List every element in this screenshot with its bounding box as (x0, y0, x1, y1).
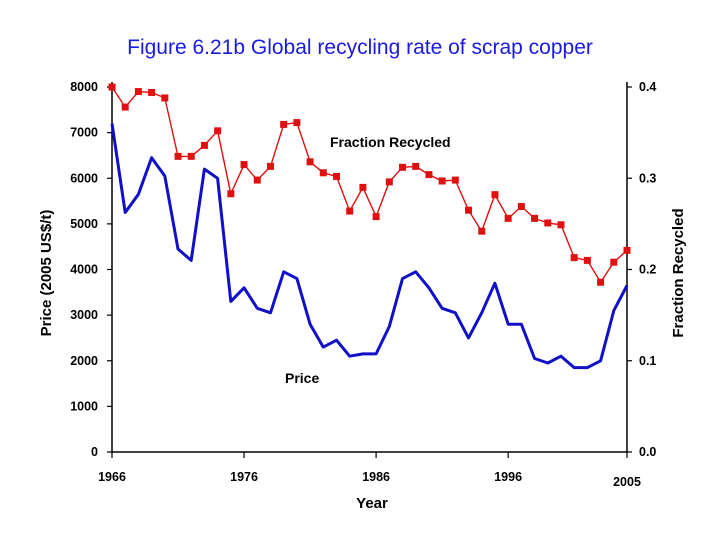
x-tick-label: 1986 (362, 470, 390, 484)
data-point (610, 258, 618, 266)
data-point (623, 246, 631, 254)
y-left-tick-label: 0 (91, 445, 98, 459)
x-axis-title: Year (356, 495, 388, 512)
data-point (134, 88, 142, 96)
data-point (544, 219, 552, 227)
data-point (108, 83, 116, 91)
data-point (557, 221, 565, 229)
y-left-tick-label: 8000 (70, 80, 98, 94)
labels: Year Price (2005 US$/t) Fraction Recycled F… (38, 134, 687, 512)
data-point (148, 88, 156, 96)
data-point (451, 176, 459, 184)
data-point (346, 207, 354, 215)
data-point (438, 177, 446, 185)
data-point (293, 119, 301, 127)
data-point (465, 206, 473, 214)
y-right-tick-label: 0.0 (639, 445, 656, 459)
data-point (319, 169, 327, 177)
data-point (399, 163, 407, 171)
y-right-tick-label: 0.2 (639, 263, 656, 277)
x-tick-label: 1976 (230, 470, 258, 484)
x-tick-label: 1966 (98, 470, 126, 484)
y-left-tick-label: 7000 (70, 126, 98, 140)
data-point (517, 203, 525, 211)
data-point (491, 191, 499, 199)
series-markers (108, 83, 631, 286)
data-point (240, 161, 248, 169)
price-label: Price (285, 370, 319, 386)
chart-title: Figure 6.21b Global recycling rate of sc… (127, 36, 593, 59)
y-right-tick-label: 0.4 (639, 80, 656, 94)
data-point (253, 176, 261, 184)
data-point (425, 171, 433, 179)
data-point (531, 214, 539, 222)
data-point (187, 152, 195, 160)
data-point (174, 152, 182, 160)
y-left-tick-label: 4000 (70, 263, 98, 277)
y-left-tick-label: 2000 (70, 354, 98, 368)
data-point (412, 162, 420, 170)
y-axis-left-title: Price (2005 US$/t) (38, 210, 55, 337)
axes (107, 82, 632, 458)
data-point (161, 94, 169, 102)
data-point (200, 141, 208, 149)
price-line (110, 123, 629, 370)
data-point (121, 103, 129, 111)
data-point (359, 183, 367, 191)
y-right-tick-label: 0.1 (639, 354, 656, 368)
data-point (280, 120, 288, 128)
data-point (214, 127, 222, 135)
data-point (266, 162, 274, 170)
data-point (504, 214, 512, 222)
fraction-recycled-label: Fraction Recycled (330, 134, 451, 150)
data-point (385, 178, 393, 186)
y-left-tick-label: 6000 (70, 171, 98, 185)
data-point (372, 213, 380, 221)
tick-labels: 0 1000 2000 3000 4000 5000 6000 7000 8000 0.0 0.1 0… (70, 80, 656, 489)
data-point (227, 190, 235, 198)
y-left-tick-label: 3000 (70, 308, 98, 322)
data-point (332, 172, 340, 180)
y-right-tick-label: 0.3 (639, 171, 656, 185)
fraction-recycled-line (111, 86, 628, 283)
data-point (306, 158, 314, 166)
x-tick-label: 1996 (494, 470, 522, 484)
data-point (478, 227, 486, 235)
data-point (583, 256, 591, 264)
x-tick-label: 2005 (613, 475, 641, 489)
y-left-tick-label: 1000 (70, 399, 98, 413)
y-left-tick-label: 5000 (70, 217, 98, 231)
series-lines (110, 86, 629, 370)
data-point (597, 278, 605, 286)
y-axis-right-title: Fraction Recycled (670, 208, 687, 337)
data-point (570, 254, 578, 262)
